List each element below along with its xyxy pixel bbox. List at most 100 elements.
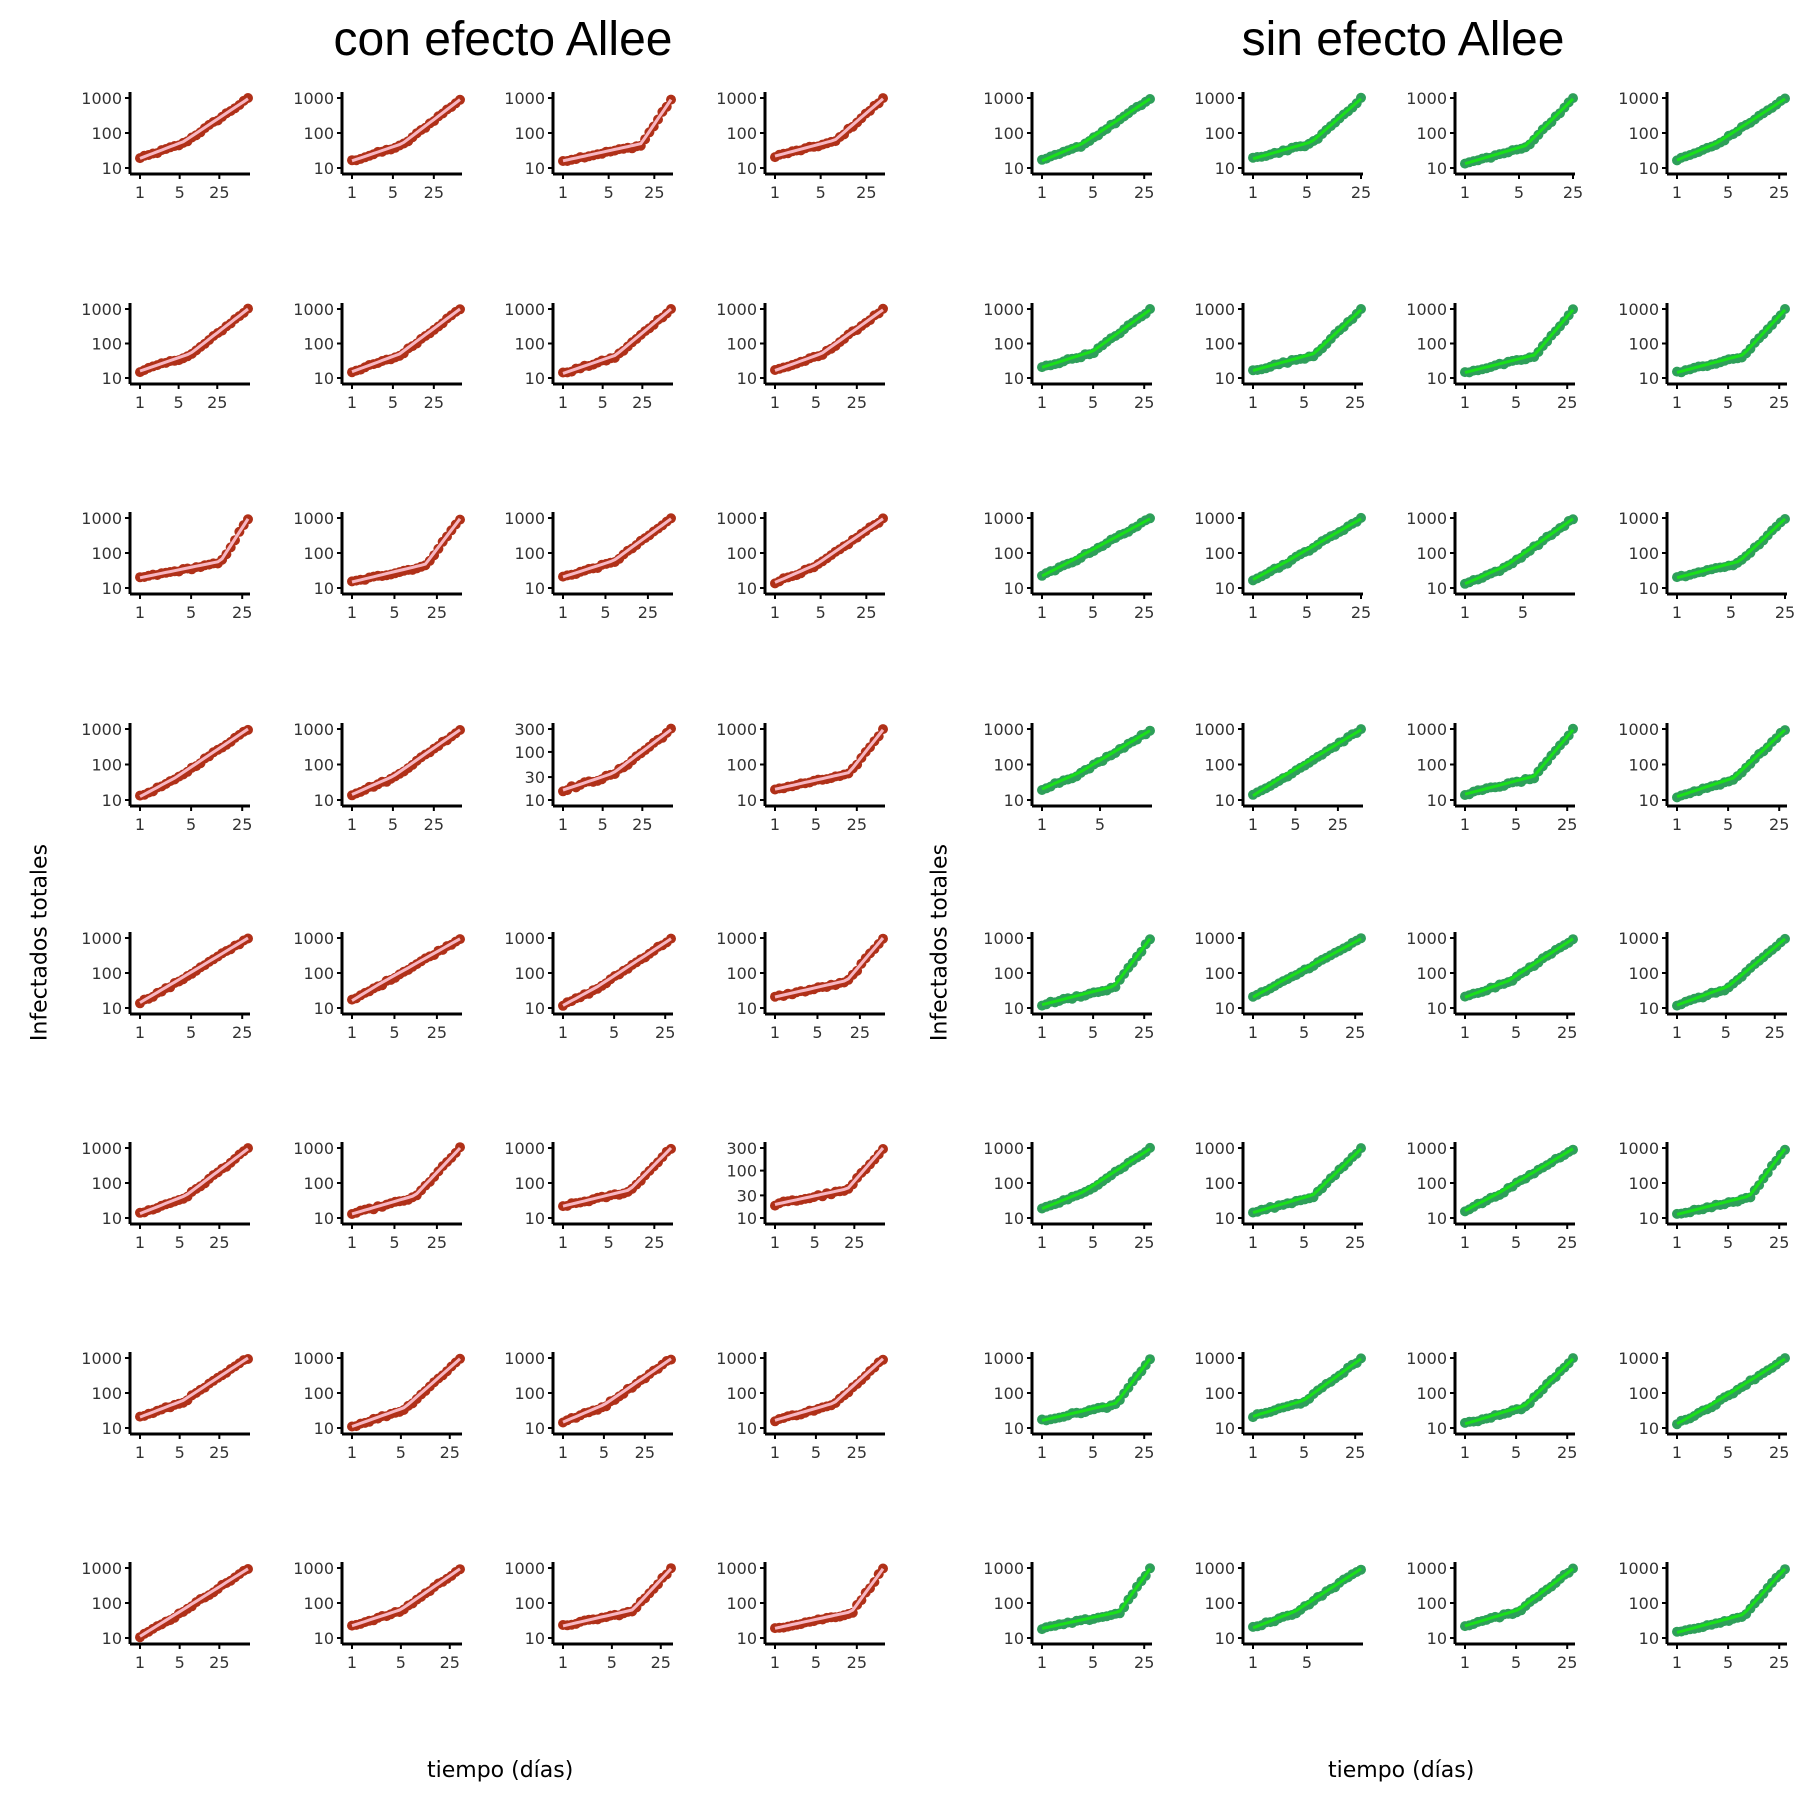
fit-line <box>351 1357 461 1428</box>
fit-line <box>139 1147 249 1215</box>
fit-line <box>351 728 461 796</box>
fit-line <box>562 307 672 375</box>
x-tick-label: 1 <box>558 603 568 622</box>
facet-allee-25: 10 100 1000 1 5 25 <box>81 1349 253 1462</box>
y-tick-label: 1000 <box>1618 1139 1659 1158</box>
y-tick-label: 100 <box>1628 544 1659 563</box>
fit-line <box>1464 937 1574 999</box>
x-tick-label: 1 <box>1460 1443 1470 1462</box>
x-axis-label-allee: tiempo (días) <box>427 1758 574 1783</box>
fit-line <box>562 937 672 1007</box>
y-tick-label: 10 <box>314 369 334 388</box>
y-tick-label: 100 <box>993 1594 1024 1613</box>
x-tick-label: 25 <box>1769 815 1789 834</box>
facet-no-allee-29: 10 100 1000 1 5 25 <box>983 1559 1155 1672</box>
y-tick-label: 1000 <box>293 1559 334 1578</box>
y-tick-label: 100 <box>91 756 122 775</box>
x-tick-label: 1 <box>1248 1233 1258 1252</box>
panel-title-no-allee: sin efecto Allee <box>1241 13 1565 66</box>
x-tick-label: 5 <box>175 1653 185 1672</box>
x-tick-label: 25 <box>232 1023 252 1042</box>
x-tick-label: 25 <box>632 815 652 834</box>
y-tick-label: 10 <box>1639 579 1659 598</box>
y-tick-label: 1000 <box>293 720 334 739</box>
y-tick-label: 10 <box>737 1209 757 1228</box>
y-tick-label: 10 <box>737 1629 757 1648</box>
x-tick-label: 25 <box>207 393 227 412</box>
x-tick-label: 1 <box>558 1653 568 1672</box>
fit-line <box>1041 729 1151 791</box>
y-tick-label: 100 <box>303 1594 334 1613</box>
x-tick-label: 1 <box>135 815 145 834</box>
y-tick-label: 100 <box>91 964 122 983</box>
x-tick-label: 5 <box>609 1023 619 1042</box>
x-tick-label: 5 <box>1723 1653 1733 1672</box>
x-tick-label: 1 <box>1672 1233 1682 1252</box>
x-tick-label: 5 <box>174 393 184 412</box>
y-tick-label: 100 <box>1416 756 1447 775</box>
y-tick-label: 1000 <box>1618 1559 1659 1578</box>
y-tick-label: 300 <box>514 720 545 739</box>
x-tick-label: 1 <box>1037 815 1047 834</box>
y-tick-label: 1000 <box>1406 1349 1447 1368</box>
y-tick-label: 10 <box>102 369 122 388</box>
y-tick-label: 100 <box>726 544 757 563</box>
facet-allee-16: 10 100 1000 1 5 25 <box>716 720 888 834</box>
facet-allee-14: 10 100 1000 1 5 25 <box>293 720 465 834</box>
x-tick-label: 1 <box>135 1443 145 1462</box>
x-tick-label: 1 <box>1672 183 1682 202</box>
fit-line <box>351 1146 462 1216</box>
fit-line <box>1676 97 1786 162</box>
y-tick-label: 1000 <box>81 1559 122 1578</box>
fit-line <box>1464 1567 1574 1628</box>
facet-allee-7: 10 100 1000 1 5 25 <box>504 300 676 412</box>
facet-allee-30: 10 100 1000 1 5 25 <box>293 1559 465 1672</box>
fit-line <box>1041 1147 1151 1210</box>
y-tick-label: 100 <box>993 1174 1024 1193</box>
y-tick-label: 10 <box>1427 1209 1447 1228</box>
y-tick-label: 10 <box>1639 159 1659 178</box>
facet-no-allee-27: 10 100 1000 1 5 25 <box>1406 1349 1578 1462</box>
x-tick-label: 25 <box>1557 1023 1577 1042</box>
y-tick-label: 10 <box>737 369 757 388</box>
y-tick-label: 100 <box>1628 756 1659 775</box>
y-tick-label: 10 <box>102 791 122 810</box>
fit-line <box>351 307 461 374</box>
x-tick-label: 25 <box>1328 815 1348 834</box>
x-tick-label: 1 <box>1037 183 1047 202</box>
x-axis-label-no-allee: tiempo (días) <box>1328 1758 1475 1783</box>
y-tick-label: 1000 <box>983 929 1024 948</box>
y-tick-label: 1000 <box>1618 1349 1659 1368</box>
fit-line <box>774 1147 885 1206</box>
y-tick-label: 10 <box>1004 791 1024 810</box>
y-tick-label: 100 <box>993 756 1024 775</box>
x-tick-label: 5 <box>1723 393 1733 412</box>
x-tick-label: 5 <box>1723 1443 1733 1462</box>
facet-no-allee-11: 10 100 1000 1 5 <box>1406 509 1578 622</box>
x-tick-label: 5 <box>811 1443 821 1462</box>
y-tick-label: 10 <box>1427 1419 1447 1438</box>
y-tick-label: 1000 <box>716 509 757 528</box>
facet-no-allee-6: 10 100 1000 1 5 25 <box>1194 300 1366 412</box>
facet-no-allee-28: 10 100 1000 1 5 25 <box>1618 1349 1790 1462</box>
x-tick-label: 5 <box>1511 815 1521 834</box>
x-tick-label: 25 <box>635 1443 655 1462</box>
y-tick-label: 1000 <box>1406 929 1447 948</box>
x-tick-label: 1 <box>1248 815 1258 834</box>
y-tick-label: 100 <box>303 1174 334 1193</box>
fit-line <box>774 937 885 999</box>
x-tick-label: 5 <box>396 1443 406 1462</box>
facet-allee-9: 10 100 1000 1 5 25 <box>81 509 253 622</box>
x-tick-label: 1 <box>135 1023 145 1042</box>
x-tick-label: 25 <box>1134 183 1154 202</box>
x-tick-label: 5 <box>1088 1443 1098 1462</box>
x-tick-label: 25 <box>232 815 252 834</box>
fit-line <box>139 1356 249 1419</box>
x-tick-label: 1 <box>1672 1023 1682 1042</box>
facet-allee-27: 10 100 1000 1 5 25 <box>504 1349 676 1462</box>
y-tick-label: 10 <box>737 579 757 598</box>
y-tick-label: 1000 <box>81 1349 122 1368</box>
facet-allee-26: 10 100 1000 1 5 25 <box>293 1349 465 1462</box>
y-tick-label: 100 <box>303 124 334 143</box>
y-tick-label: 10 <box>525 1419 545 1438</box>
